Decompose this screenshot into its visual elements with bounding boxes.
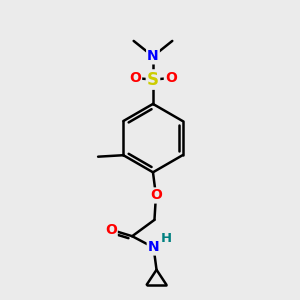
Text: O: O: [105, 223, 117, 237]
Text: O: O: [165, 71, 177, 85]
Text: O: O: [129, 71, 141, 85]
Text: H: H: [160, 232, 172, 245]
Text: O: O: [150, 188, 162, 203]
Text: S: S: [147, 70, 159, 88]
Text: N: N: [148, 241, 159, 254]
Text: N: N: [147, 50, 159, 63]
